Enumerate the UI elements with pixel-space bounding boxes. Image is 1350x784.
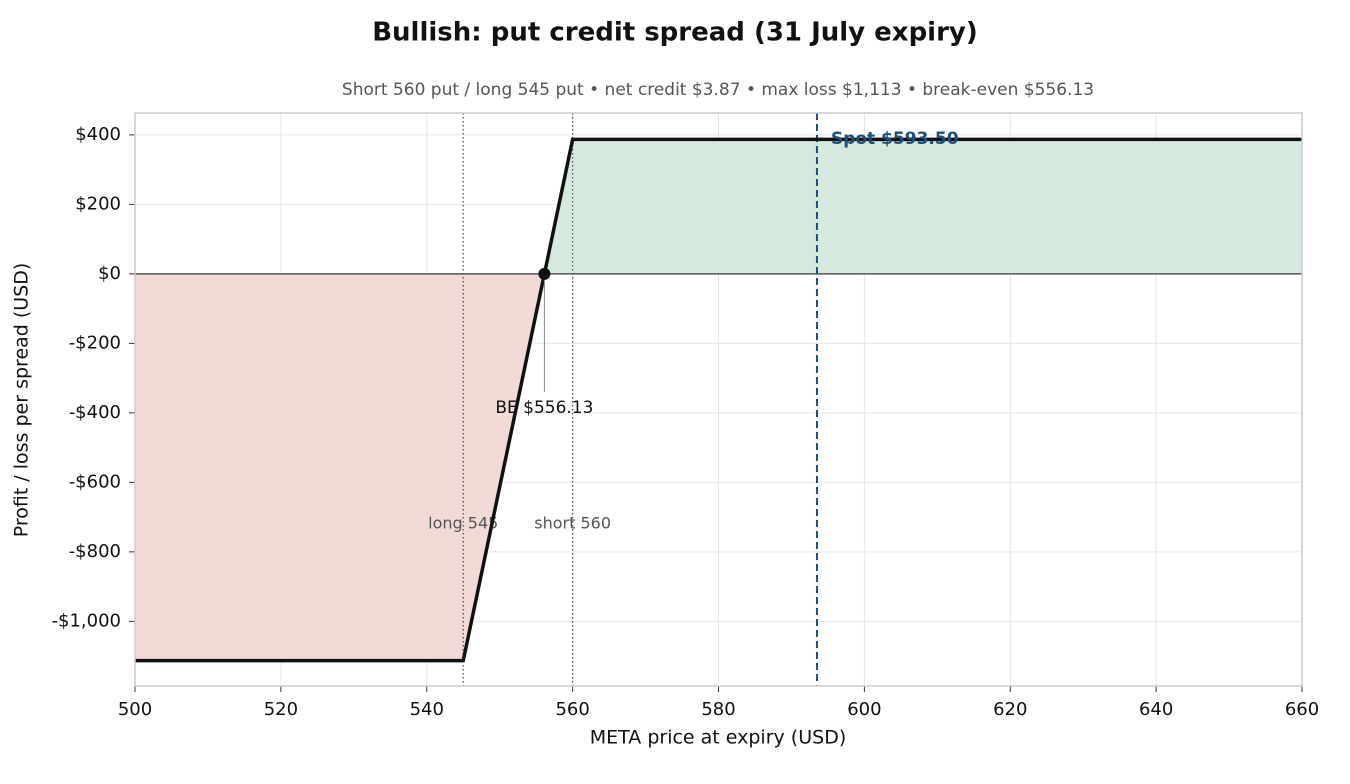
strike-label: short 560 bbox=[534, 514, 611, 533]
y-tick-label: $200 bbox=[75, 193, 121, 214]
plot-frame bbox=[134, 112, 1303, 687]
x-tick-label: 500 bbox=[118, 699, 152, 720]
chart-subtitle: Short 560 put / long 545 put • net credi… bbox=[342, 80, 1094, 100]
breakeven-label: BE $556.13 bbox=[495, 398, 593, 418]
x-tick-label: 660 bbox=[1285, 699, 1319, 720]
x-tick-label: 580 bbox=[701, 699, 735, 720]
loss-area bbox=[135, 273, 1302, 661]
y-tick-label: -$1,000 bbox=[52, 610, 121, 631]
profit-area bbox=[135, 139, 1302, 274]
x-tick-label: 540 bbox=[410, 699, 444, 720]
x-tick-label: 600 bbox=[847, 699, 881, 720]
y-tick-label: -$400 bbox=[69, 402, 121, 423]
y-tick-label: $400 bbox=[75, 124, 121, 145]
y-tick-label: -$200 bbox=[69, 332, 121, 353]
x-tick-label: 640 bbox=[1139, 699, 1173, 720]
x-axis-label: META price at expiry (USD) bbox=[590, 727, 846, 749]
x-tick-label: 520 bbox=[264, 699, 298, 720]
strike-label: long 545 bbox=[428, 514, 498, 533]
spot-label: Spot $593.50 bbox=[831, 129, 959, 149]
x-tick-label: 560 bbox=[555, 699, 589, 720]
y-tick-label: -$600 bbox=[69, 471, 121, 492]
y-tick-label: $0 bbox=[98, 263, 121, 284]
chart-title: Bullish: put credit spread (31 July expi… bbox=[372, 18, 978, 48]
x-tick-label: 620 bbox=[993, 699, 1027, 720]
breakeven-point bbox=[538, 267, 551, 280]
y-axis-label: Profit / loss per spread (USD) bbox=[11, 263, 33, 538]
y-tick-label: -$800 bbox=[69, 541, 121, 562]
